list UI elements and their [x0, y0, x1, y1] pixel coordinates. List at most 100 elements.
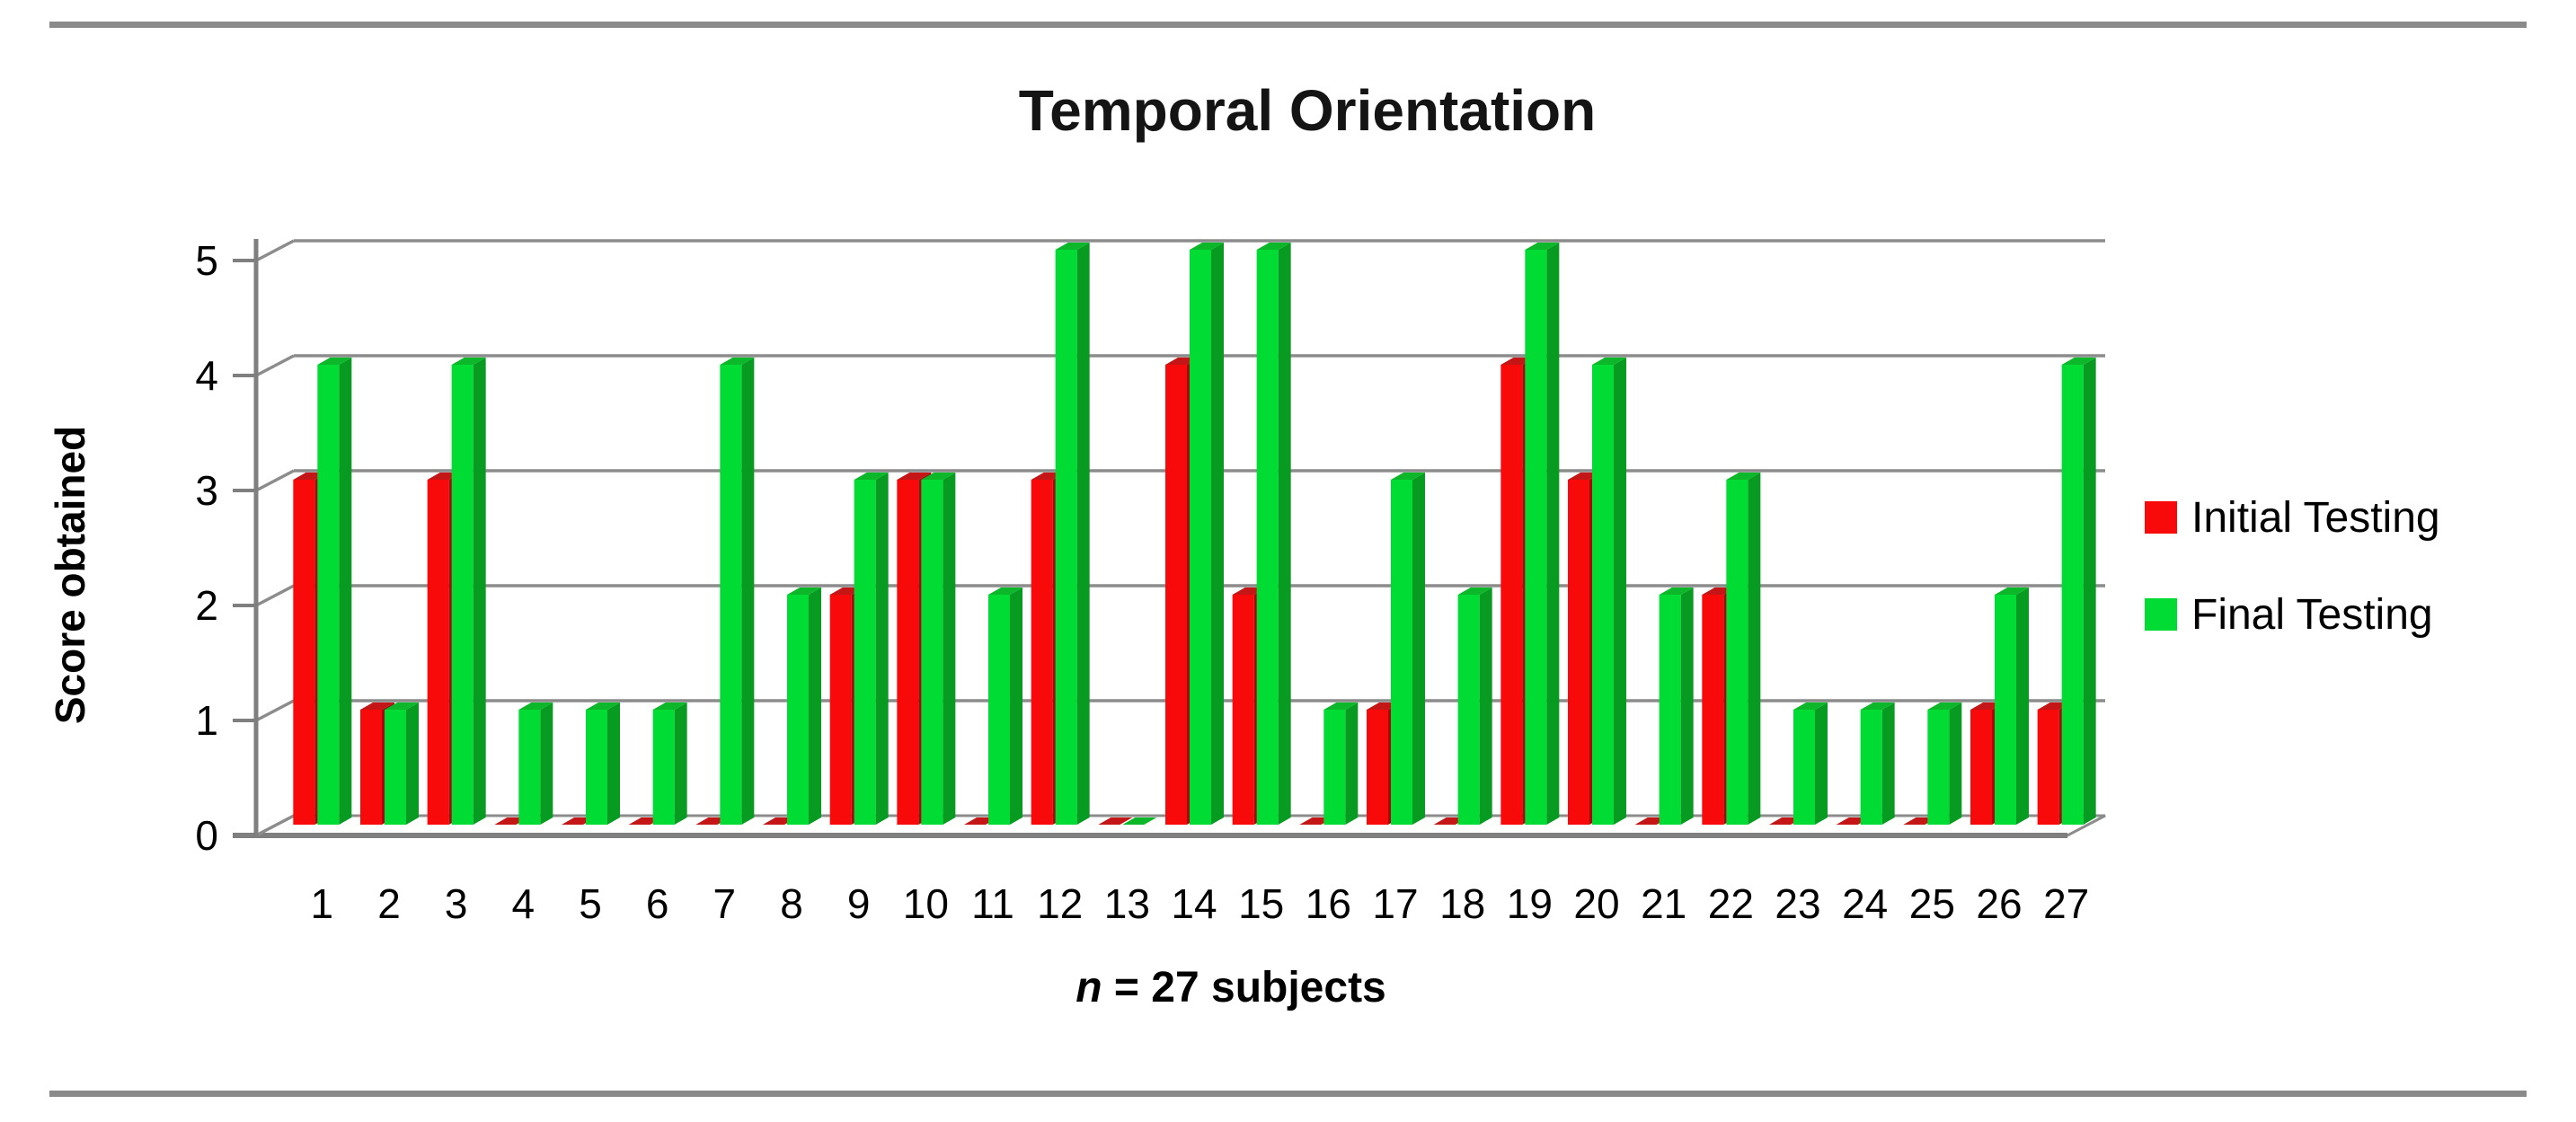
x-category-label: 2: [377, 880, 401, 927]
bar-final-20-top: [1592, 358, 1626, 365]
x-category-label: 5: [579, 880, 602, 927]
bar-final-2-top: [385, 702, 419, 710]
x-category-label: 14: [1171, 880, 1217, 927]
bar-final-3: [451, 365, 474, 825]
bar-final-6-side: [674, 702, 687, 825]
bar-final-6: [652, 710, 675, 825]
bar-initial-9: [829, 595, 852, 825]
bar-final-11-side: [1010, 588, 1022, 825]
bar-final-17-side: [1412, 473, 1425, 825]
legend-label-initial-testing: Initial Testing: [2191, 493, 2440, 542]
top-horizontal-rule: [49, 22, 2527, 28]
x-axis-label-n: n: [1076, 964, 1102, 1012]
bar-final-23-side: [1815, 702, 1828, 825]
legend: Initial Testing Final Testing: [2145, 494, 2440, 690]
chart-title: Temporal Orientation: [1018, 78, 1597, 143]
bar-final-23-top: [1793, 702, 1828, 710]
bar-final-22: [1726, 480, 1748, 825]
legend-swatch-initial-testing: [2145, 501, 2177, 534]
bar-initial-1: [293, 480, 315, 825]
bar-final-4-top: [518, 702, 553, 710]
bar-final-21-side: [1680, 588, 1694, 825]
bar-final-19-side: [1546, 243, 1560, 825]
x-category-label: 8: [780, 880, 803, 927]
gridline-depth-connector: [255, 584, 295, 607]
bar-final-22-side: [1748, 473, 1761, 825]
bar-final-19: [1525, 250, 1547, 825]
bar-final-17: [1391, 480, 1412, 825]
bar-final-18-side: [1479, 588, 1492, 825]
bar-final-19-top: [1525, 243, 1560, 250]
y-tick-label: 4: [195, 352, 218, 399]
bar-final-15-top: [1256, 243, 1291, 250]
bar-final-2: [385, 710, 406, 825]
x-category-label: 4: [512, 880, 536, 927]
x-category-label: 6: [646, 880, 669, 927]
bar-final-14-side: [1211, 243, 1224, 825]
bar-final-16-side: [1345, 702, 1359, 825]
bar-final-8-top: [787, 588, 821, 595]
bar-initial-10-top: [897, 473, 932, 480]
bar-final-3-side: [473, 358, 486, 825]
bar-final-7-side: [741, 358, 755, 825]
bar-final-9-side: [875, 473, 889, 825]
bar-final-1-top: [317, 358, 352, 365]
x-category-label: 18: [1439, 880, 1485, 927]
x-category-label: 27: [2043, 880, 2089, 927]
bar-final-24-side: [1881, 702, 1895, 825]
y-tick-label: 1: [195, 697, 218, 744]
x-category-label: 11: [971, 880, 1014, 927]
bar-final-27-top: [2061, 358, 2096, 365]
bar-final-22-top: [1726, 473, 1761, 480]
gridline-depth-connector: [255, 354, 295, 377]
bar-final-16-top: [1323, 702, 1359, 710]
bar-initial-14: [1165, 365, 1187, 825]
gridline-depth-connector: [255, 814, 295, 837]
bar-initial-15: [1232, 595, 1254, 825]
x-category-label: 19: [1507, 880, 1553, 927]
bar-final-26: [1995, 595, 2016, 825]
x-category-label: 12: [1037, 880, 1083, 927]
bar-final-27-side: [2083, 358, 2096, 825]
x-category-label: 1: [311, 880, 334, 927]
x-category-label: 3: [445, 880, 468, 927]
gridline-depth-connector: [255, 699, 295, 722]
legend-item-initial-testing: Initial Testing: [2145, 494, 2440, 542]
bar-final-3-top: [451, 358, 486, 365]
bar-initial-2: [360, 710, 382, 825]
bar-final-8: [787, 595, 809, 825]
bar-final-14-top: [1190, 243, 1224, 250]
x-category-label: 9: [847, 880, 871, 927]
bar-initial-17: [1367, 710, 1388, 825]
bar-final-1: [317, 365, 340, 825]
x-category-label: 15: [1238, 880, 1284, 927]
x-category-label: 23: [1775, 880, 1820, 927]
bar-final-5-top: [586, 702, 620, 710]
bar-final-13-zero: [1122, 817, 1157, 825]
x-category-label: 13: [1104, 880, 1150, 927]
x-category-label: 10: [903, 880, 949, 927]
legend-item-final-testing: Final Testing: [2145, 591, 2440, 639]
y-tick-label: 2: [195, 582, 218, 629]
x-axis-label: n = 27 subjects: [1076, 963, 1386, 1012]
bar-initial-22: [1702, 595, 1724, 825]
bar-final-15: [1256, 250, 1279, 825]
bar-final-11: [988, 595, 1010, 825]
bar-final-25: [1927, 710, 1950, 825]
bar-final-9: [854, 480, 876, 825]
bar-final-23: [1793, 710, 1815, 825]
legend-swatch-final-testing: [2145, 598, 2177, 631]
x-category-label: 22: [1708, 880, 1754, 927]
x-category-label: 24: [1842, 880, 1888, 927]
legend-label-final-testing: Final Testing: [2191, 590, 2433, 639]
bar-final-12: [1055, 250, 1077, 825]
x-axis-label-rest: = 27 subjects: [1102, 964, 1386, 1012]
x-category-label: 17: [1372, 880, 1418, 927]
y-tick-label: 3: [195, 467, 218, 514]
bar-final-15-side: [1278, 243, 1291, 825]
bar-final-18: [1457, 595, 1480, 825]
bar-final-24: [1860, 710, 1882, 825]
bar-final-18-top: [1457, 588, 1492, 595]
